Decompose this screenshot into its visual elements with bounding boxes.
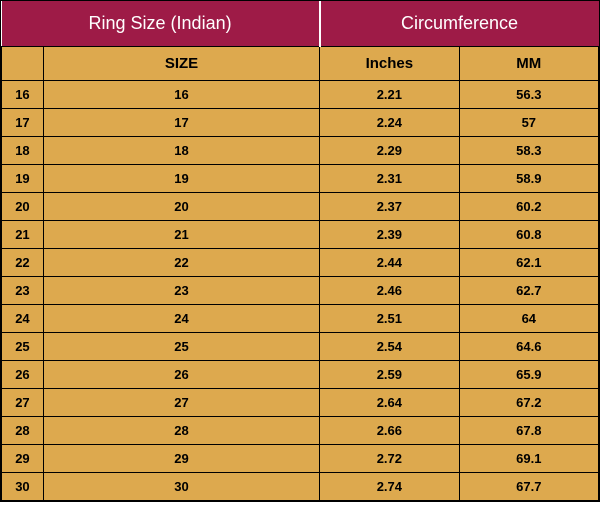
cell-inches: 2.31 bbox=[320, 165, 460, 193]
cell-mm: 57 bbox=[459, 109, 598, 137]
table-row: 29292.7269.1 bbox=[2, 445, 599, 473]
table-row: 16162.2156.3 bbox=[2, 81, 599, 109]
cell-idx: 27 bbox=[2, 389, 44, 417]
cell-size: 24 bbox=[43, 305, 319, 333]
table-row: 28282.6667.8 bbox=[2, 417, 599, 445]
cell-mm: 62.7 bbox=[459, 277, 598, 305]
table-row: 24242.5164 bbox=[2, 305, 599, 333]
cell-inches: 2.66 bbox=[320, 417, 460, 445]
cell-inches: 2.24 bbox=[320, 109, 460, 137]
cell-size: 17 bbox=[43, 109, 319, 137]
cell-mm: 60.2 bbox=[459, 193, 598, 221]
cell-inches: 2.59 bbox=[320, 361, 460, 389]
cell-mm: 64.6 bbox=[459, 333, 598, 361]
cell-idx: 21 bbox=[2, 221, 44, 249]
cell-size: 23 bbox=[43, 277, 319, 305]
cell-idx: 22 bbox=[2, 249, 44, 277]
ring-size-table-container: Ring Size (Indian) Circumference SIZE In… bbox=[0, 0, 600, 502]
cell-inches: 2.21 bbox=[320, 81, 460, 109]
cell-size: 19 bbox=[43, 165, 319, 193]
cell-size: 26 bbox=[43, 361, 319, 389]
cell-mm: 58.3 bbox=[459, 137, 598, 165]
cell-idx: 16 bbox=[2, 81, 44, 109]
cell-inches: 2.39 bbox=[320, 221, 460, 249]
cell-mm: 67.7 bbox=[459, 473, 598, 501]
table-header-row: Ring Size (Indian) Circumference bbox=[2, 1, 599, 47]
cell-inches: 2.29 bbox=[320, 137, 460, 165]
cell-size: 22 bbox=[43, 249, 319, 277]
subheader-mm: MM bbox=[459, 47, 598, 81]
cell-idx: 20 bbox=[2, 193, 44, 221]
cell-size: 25 bbox=[43, 333, 319, 361]
table-row: 25252.5464.6 bbox=[2, 333, 599, 361]
subheader-inches: Inches bbox=[320, 47, 460, 81]
cell-size: 29 bbox=[43, 445, 319, 473]
cell-inches: 2.44 bbox=[320, 249, 460, 277]
cell-idx: 19 bbox=[2, 165, 44, 193]
cell-inches: 2.51 bbox=[320, 305, 460, 333]
table-row: 17172.2457 bbox=[2, 109, 599, 137]
subheader-idx bbox=[2, 47, 44, 81]
cell-mm: 56.3 bbox=[459, 81, 598, 109]
cell-idx: 18 bbox=[2, 137, 44, 165]
table-row: 30302.7467.7 bbox=[2, 473, 599, 501]
cell-size: 27 bbox=[43, 389, 319, 417]
cell-idx: 17 bbox=[2, 109, 44, 137]
cell-size: 18 bbox=[43, 137, 319, 165]
table-row: 26262.5965.9 bbox=[2, 361, 599, 389]
cell-inches: 2.72 bbox=[320, 445, 460, 473]
cell-mm: 58.9 bbox=[459, 165, 598, 193]
table-subheader-row: SIZE Inches MM bbox=[2, 47, 599, 81]
cell-inches: 2.46 bbox=[320, 277, 460, 305]
cell-inches: 2.54 bbox=[320, 333, 460, 361]
cell-mm: 67.2 bbox=[459, 389, 598, 417]
cell-idx: 24 bbox=[2, 305, 44, 333]
cell-idx: 23 bbox=[2, 277, 44, 305]
cell-size: 21 bbox=[43, 221, 319, 249]
cell-idx: 25 bbox=[2, 333, 44, 361]
cell-mm: 60.8 bbox=[459, 221, 598, 249]
cell-size: 20 bbox=[43, 193, 319, 221]
cell-size: 30 bbox=[43, 473, 319, 501]
cell-idx: 26 bbox=[2, 361, 44, 389]
cell-idx: 29 bbox=[2, 445, 44, 473]
ring-size-table: Ring Size (Indian) Circumference SIZE In… bbox=[1, 1, 599, 501]
table-row: 18182.2958.3 bbox=[2, 137, 599, 165]
cell-mm: 62.1 bbox=[459, 249, 598, 277]
cell-idx: 28 bbox=[2, 417, 44, 445]
cell-mm: 64 bbox=[459, 305, 598, 333]
cell-inches: 2.74 bbox=[320, 473, 460, 501]
cell-size: 28 bbox=[43, 417, 319, 445]
cell-inches: 2.64 bbox=[320, 389, 460, 417]
table-row: 21212.3960.8 bbox=[2, 221, 599, 249]
header-ring-size: Ring Size (Indian) bbox=[2, 1, 320, 47]
cell-idx: 30 bbox=[2, 473, 44, 501]
cell-size: 16 bbox=[43, 81, 319, 109]
table-row: 19192.3158.9 bbox=[2, 165, 599, 193]
table-row: 20202.3760.2 bbox=[2, 193, 599, 221]
cell-mm: 69.1 bbox=[459, 445, 598, 473]
header-circumference: Circumference bbox=[320, 1, 599, 47]
table-row: 27272.6467.2 bbox=[2, 389, 599, 417]
cell-mm: 65.9 bbox=[459, 361, 598, 389]
table-row: 22222.4462.1 bbox=[2, 249, 599, 277]
cell-inches: 2.37 bbox=[320, 193, 460, 221]
cell-mm: 67.8 bbox=[459, 417, 598, 445]
subheader-size: SIZE bbox=[43, 47, 319, 81]
table-row: 23232.4662.7 bbox=[2, 277, 599, 305]
